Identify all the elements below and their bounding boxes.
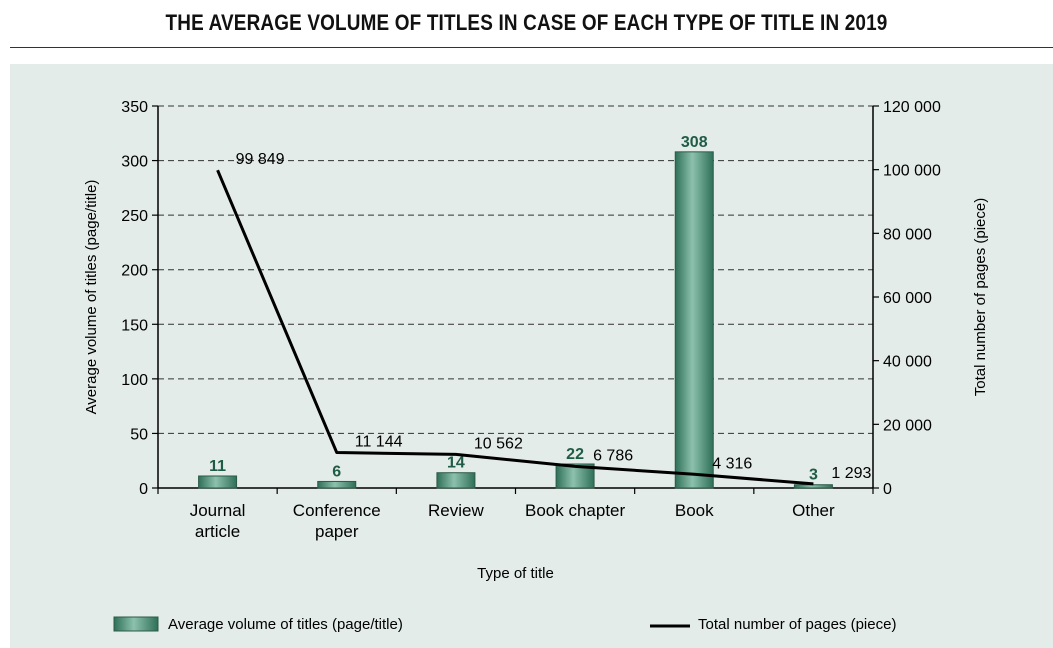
bar bbox=[198, 475, 238, 489]
bar-value-label: 6 bbox=[332, 463, 341, 480]
y-tick-label-left: 200 bbox=[121, 263, 148, 280]
y-tick-label-left: 250 bbox=[121, 208, 148, 225]
x-category-label: paper bbox=[315, 522, 359, 541]
line-value-label: 1 293 bbox=[831, 465, 871, 482]
x-category-label: Conference bbox=[293, 501, 381, 520]
line-value-label: 4 316 bbox=[712, 455, 752, 472]
y-tick-label-left: 100 bbox=[121, 372, 148, 389]
chart-title: THE AVERAGE VOLUME OF TITLES IN CASE OF … bbox=[165, 10, 888, 35]
bar bbox=[436, 472, 476, 489]
line-value-label: 10 562 bbox=[474, 435, 523, 452]
x-category-label: Other bbox=[792, 501, 835, 520]
y-axis-title-right: Total number of pages (piece) bbox=[972, 198, 989, 396]
legend-bar-swatch bbox=[113, 616, 159, 632]
y-tick-label-left: 0 bbox=[139, 481, 148, 498]
y-axis-title-left: Average volume of titles (page/title) bbox=[83, 180, 100, 415]
y-tick-label-left: 300 bbox=[121, 154, 148, 171]
y-tick-label-right: 40 000 bbox=[883, 354, 932, 371]
y-tick-label-right: 100 000 bbox=[883, 163, 941, 180]
bar bbox=[793, 484, 833, 489]
line-series-total-pages bbox=[216, 169, 814, 486]
y-tick-label-right: 80 000 bbox=[883, 226, 932, 243]
bar bbox=[674, 151, 714, 489]
x-category-label: Journal bbox=[190, 501, 246, 520]
bar-value-label: 14 bbox=[447, 455, 465, 472]
x-category-label: Book bbox=[675, 501, 714, 520]
bar-value-label: 3 bbox=[809, 467, 818, 484]
legend-line-label: Total number of pages (piece) bbox=[698, 616, 896, 633]
bar-value-label: 22 bbox=[566, 446, 584, 463]
x-category-label: article bbox=[195, 522, 240, 541]
y-tick-label-left: 50 bbox=[130, 426, 148, 443]
chart-panel bbox=[10, 64, 1053, 648]
y-tick-label-right: 0 bbox=[883, 481, 892, 498]
bar bbox=[317, 480, 357, 489]
bar-value-label: 11 bbox=[209, 458, 226, 475]
y-tick-label-right: 20 000 bbox=[883, 417, 932, 434]
x-category-label: Book chapter bbox=[525, 501, 626, 520]
y-tick-label-left: 150 bbox=[121, 317, 148, 334]
line-value-label: 11 144 bbox=[355, 434, 403, 451]
y-tick-label-right: 60 000 bbox=[883, 290, 932, 307]
title-divider bbox=[10, 47, 1053, 48]
x-category-label: Review bbox=[428, 501, 484, 520]
x-axis-title: Type of title bbox=[477, 565, 554, 582]
bar-value-label: 308 bbox=[681, 134, 708, 151]
legend-bar-label: Average volume of titles (page/title) bbox=[168, 616, 403, 633]
line-value-label: 6 786 bbox=[593, 447, 633, 464]
line-value-label: 99 849 bbox=[236, 151, 285, 168]
y-tick-label-right: 120 000 bbox=[883, 99, 941, 116]
y-tick-label-left: 350 bbox=[121, 99, 148, 116]
